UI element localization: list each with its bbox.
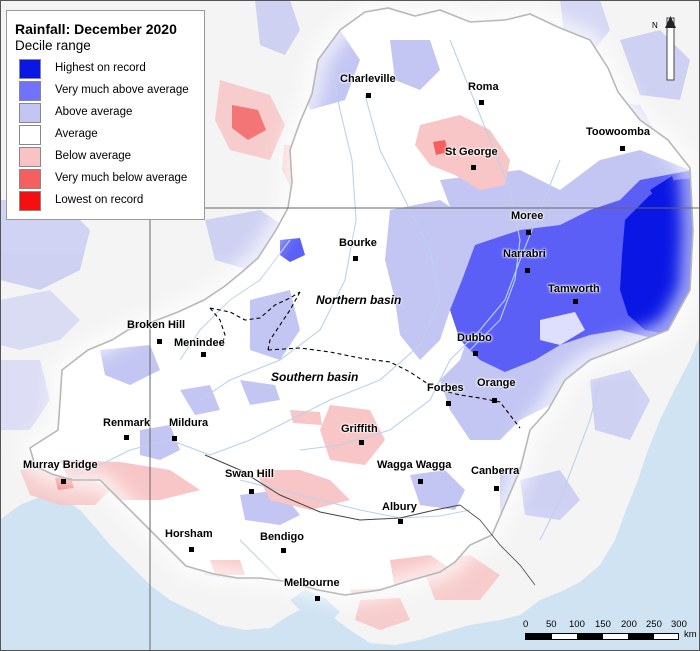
legend-swatch — [19, 81, 41, 101]
town-marker — [620, 146, 625, 151]
legend-swatch — [19, 147, 41, 167]
basin-label-northern: Northern basin — [316, 293, 402, 307]
town-marker — [471, 165, 476, 170]
town-label: Albury — [382, 501, 417, 513]
scale-tick: 300 — [671, 619, 687, 630]
legend-subtitle: Decile range — [15, 38, 91, 53]
town-marker — [157, 339, 162, 344]
legend-item: Average — [19, 125, 204, 147]
town-label: Orange — [477, 377, 516, 389]
scale-tick: 100 — [569, 619, 585, 630]
town-marker — [446, 401, 451, 406]
town-label: Forbes — [427, 382, 464, 394]
town-label: Canberra — [471, 465, 520, 477]
town-label: Toowoomba — [586, 126, 650, 138]
scale-segment — [526, 634, 552, 639]
legend-item: Very much above average — [19, 81, 204, 103]
scale-tick: 200 — [621, 619, 637, 630]
town-label: Broken Hill — [127, 319, 186, 331]
scale-tick: 0 — [523, 619, 529, 630]
town-label: Menindee — [174, 337, 225, 349]
town-marker — [366, 93, 371, 98]
town-label: Renmark — [103, 417, 151, 429]
scale-bar-track — [525, 633, 679, 640]
town-label: Swan Hill — [225, 468, 274, 480]
town-label: Melbourne — [284, 577, 340, 589]
legend-item: Above average — [19, 103, 204, 125]
town-marker — [61, 479, 66, 484]
town-marker — [526, 230, 531, 235]
map-legend: Rainfall: December 2020 Decile range Hig… — [6, 10, 205, 220]
town-marker — [281, 548, 286, 553]
legend-swatch — [19, 191, 41, 211]
legend-label: Average — [55, 128, 98, 140]
legend-item: Highest on record — [19, 59, 204, 81]
legend-swatch — [19, 103, 41, 123]
town-marker — [172, 436, 177, 441]
town-label: Murray Bridge — [23, 459, 98, 471]
town-marker — [189, 547, 194, 552]
legend-label: Below average — [55, 150, 132, 162]
town-marker — [479, 100, 484, 105]
legend-label: Above average — [55, 106, 133, 118]
scale-segment — [577, 634, 603, 639]
town-marker — [492, 398, 497, 403]
town-marker — [359, 440, 364, 445]
town-label: Horsham — [165, 528, 213, 540]
town-label: Bendigo — [260, 531, 304, 543]
town-label: Narrabri — [503, 248, 546, 260]
town-label: Mildura — [169, 417, 209, 429]
legend-swatch — [19, 59, 41, 79]
scale-unit: km — [684, 629, 697, 640]
scale-tick: 50 — [546, 619, 557, 630]
scale-tick: 150 — [595, 619, 611, 630]
scale-tick: 250 — [646, 619, 662, 630]
legend-label: Very much below average — [55, 172, 188, 184]
town-label: Dubbo — [457, 332, 492, 344]
legend-item: Below average — [19, 147, 204, 169]
town-marker — [418, 479, 423, 484]
town-marker — [398, 519, 403, 524]
legend-swatch — [19, 125, 41, 145]
town-marker — [573, 299, 578, 304]
town-marker — [525, 268, 530, 273]
town-label: Charleville — [340, 73, 396, 85]
town-marker — [473, 351, 478, 356]
north-label: N — [652, 21, 658, 30]
town-label: St George — [445, 146, 498, 158]
legend-swatch — [19, 169, 41, 189]
legend-item: Lowest on record — [19, 191, 204, 213]
town-marker — [249, 489, 254, 494]
north-arrow-icon: N — [652, 16, 676, 81]
town-marker — [315, 596, 320, 601]
town-label: Roma — [468, 81, 499, 93]
town-label: Moree — [511, 210, 544, 222]
legend-label: Very much above average — [55, 84, 189, 96]
legend-title: Rainfall: December 2020 — [15, 21, 177, 37]
basin-label-southern: Southern basin — [271, 370, 359, 384]
town-marker — [494, 486, 499, 491]
town-marker — [124, 435, 129, 440]
legend-item: Very much below average — [19, 169, 204, 191]
scale-segment — [628, 634, 654, 639]
town-marker — [353, 256, 358, 261]
town-marker — [201, 352, 206, 357]
legend-label: Lowest on record — [55, 194, 144, 206]
town-label: Griffith — [341, 423, 378, 435]
town-label: Wagga Wagga — [377, 459, 452, 471]
legend-label: Highest on record — [55, 62, 146, 74]
scale-bar: 0 50 100 150 200 250 300 km — [521, 619, 697, 645]
town-label: Tamworth — [548, 283, 600, 295]
town-label: Bourke — [339, 237, 377, 249]
